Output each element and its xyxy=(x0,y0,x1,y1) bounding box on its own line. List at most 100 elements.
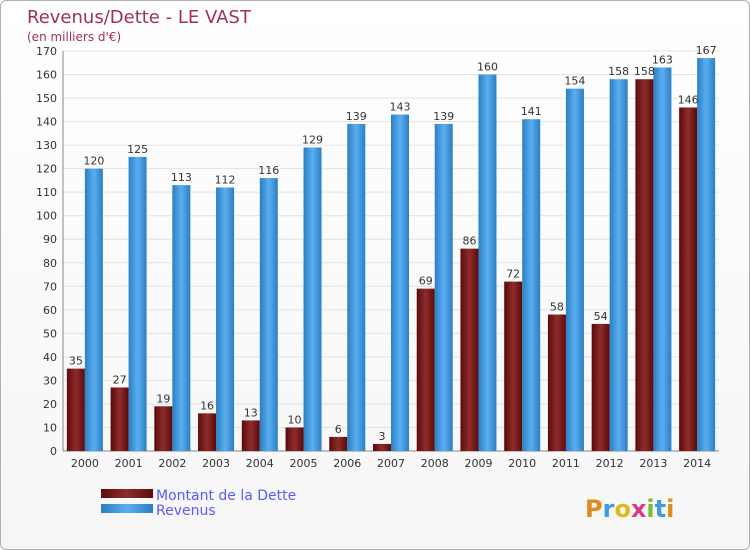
bar-revenus xyxy=(259,178,278,451)
x-tick-label: 2004 xyxy=(246,457,274,470)
data-label-dette: 54 xyxy=(594,310,608,323)
bar-revenus xyxy=(84,168,103,451)
y-tick-label: 60 xyxy=(43,304,57,317)
y-tick-label: 120 xyxy=(36,163,57,176)
bar-revenus xyxy=(303,147,322,451)
data-labels: 35 120 27 125 19 113 16 112 13 116 10 129 6 139 3 143 69… xyxy=(69,44,717,443)
data-label-revenus: 158 xyxy=(608,65,629,78)
data-label-dette: 3 xyxy=(379,430,386,443)
y-tick-label: 150 xyxy=(36,92,57,105)
data-label-revenus: 167 xyxy=(696,44,717,57)
proxiti-logo: Proxiti xyxy=(585,495,674,523)
data-label-revenus: 125 xyxy=(127,143,148,156)
data-label-dette: 58 xyxy=(550,301,564,314)
chart-subtitle: (en milliers d'€) xyxy=(27,30,121,44)
data-label-dette: 16 xyxy=(200,399,214,412)
y-tick-label: 0 xyxy=(50,445,57,458)
data-label-dette: 6 xyxy=(335,423,342,436)
bar-dette xyxy=(591,323,610,451)
x-tick-label: 2013 xyxy=(639,457,667,470)
bar-dette xyxy=(547,314,566,451)
x-tick-label: 2002 xyxy=(158,457,186,470)
bar-revenus xyxy=(653,67,672,452)
legend-label-debt: Montant de la Dette xyxy=(156,488,296,504)
x-tick-label: 2011 xyxy=(552,457,580,470)
bar-dette xyxy=(373,443,391,451)
bar-dette xyxy=(635,79,654,451)
bar-dette xyxy=(679,107,698,452)
bar-dette xyxy=(416,288,435,451)
data-label-dette: 72 xyxy=(506,268,520,281)
y-tick-label: 90 xyxy=(43,233,57,246)
legend-label-revenus: Revenus xyxy=(156,503,216,519)
bar-dette xyxy=(504,281,523,451)
y-tick-label: 30 xyxy=(43,374,57,387)
data-label-dette: 10 xyxy=(288,413,302,426)
x-tick-label: 2012 xyxy=(596,457,624,470)
data-label-revenus: 154 xyxy=(564,75,585,88)
data-label-revenus: 112 xyxy=(215,173,236,186)
bar-dette xyxy=(66,368,85,451)
bar-dette xyxy=(329,436,348,451)
data-label-dette: 69 xyxy=(419,275,433,288)
bar-dette xyxy=(285,427,304,451)
data-label-revenus: 129 xyxy=(302,133,323,146)
data-label-revenus: 113 xyxy=(171,171,192,184)
chart-title: Revenus/Dette - LE VAST xyxy=(27,7,252,28)
y-tick-label: 80 xyxy=(43,257,57,270)
y-tick-label: 140 xyxy=(36,116,57,129)
data-label-dette: 146 xyxy=(678,93,699,106)
x-tick-label: 2001 xyxy=(115,457,143,470)
y-tick-label: 160 xyxy=(36,69,57,82)
data-label-dette: 35 xyxy=(69,355,83,368)
data-label-revenus: 116 xyxy=(258,164,279,177)
bar-revenus xyxy=(609,79,628,451)
data-label-dette: 27 xyxy=(113,373,127,386)
data-label-revenus: 160 xyxy=(477,61,498,74)
bar-dette xyxy=(241,420,260,451)
bar-revenus xyxy=(391,114,409,451)
data-label-revenus: 143 xyxy=(390,101,411,114)
bar-revenus xyxy=(697,58,716,451)
bar-revenus xyxy=(128,156,147,451)
legend-swatch-debt xyxy=(101,489,153,498)
bar-revenus xyxy=(347,123,366,452)
x-tick-label: 2008 xyxy=(421,457,449,470)
data-label-dette: 86 xyxy=(462,235,476,248)
bar-dette xyxy=(460,248,479,451)
bar-revenus xyxy=(522,119,541,451)
data-label-revenus: 141 xyxy=(521,105,542,118)
bar-revenus xyxy=(478,74,497,451)
y-tick-label: 40 xyxy=(43,351,57,364)
axes: 0 10 20 30 40 50 60 70 80 90 100 110 120 130 140 150 160… xyxy=(36,45,719,470)
y-tick-label: 100 xyxy=(36,210,57,223)
data-label-dette: 13 xyxy=(244,406,258,419)
y-tick-label: 130 xyxy=(36,139,57,152)
data-label-revenus: 120 xyxy=(83,155,104,168)
y-tick-label: 50 xyxy=(43,327,57,340)
data-label-revenus: 163 xyxy=(652,53,673,66)
bar-revenus xyxy=(434,123,453,452)
x-tick-label: 2000 xyxy=(71,457,99,470)
x-tick-label: 2003 xyxy=(202,457,230,470)
legend: Montant de la Dette Revenus xyxy=(101,488,296,519)
x-tick-label: 2009 xyxy=(464,457,492,470)
y-tick-label: 20 xyxy=(43,398,57,411)
proxiti-logo-text: Proxiti xyxy=(585,495,674,523)
x-tick-label: 2007 xyxy=(377,457,405,470)
bars xyxy=(66,58,716,452)
x-tick-label: 2006 xyxy=(333,457,361,470)
bar-revenus xyxy=(216,187,235,451)
y-tick-label: 110 xyxy=(36,186,57,199)
legend-swatch-revenus xyxy=(101,504,153,513)
data-label-revenus: 139 xyxy=(346,110,367,123)
bar-revenus xyxy=(565,88,584,451)
x-tick-label: 2014 xyxy=(683,457,711,470)
bar-dette xyxy=(154,406,173,451)
data-label-dette: 19 xyxy=(156,392,170,405)
x-tick-label: 2010 xyxy=(508,457,536,470)
y-tick-label: 170 xyxy=(36,45,57,58)
bar-dette xyxy=(110,387,129,451)
